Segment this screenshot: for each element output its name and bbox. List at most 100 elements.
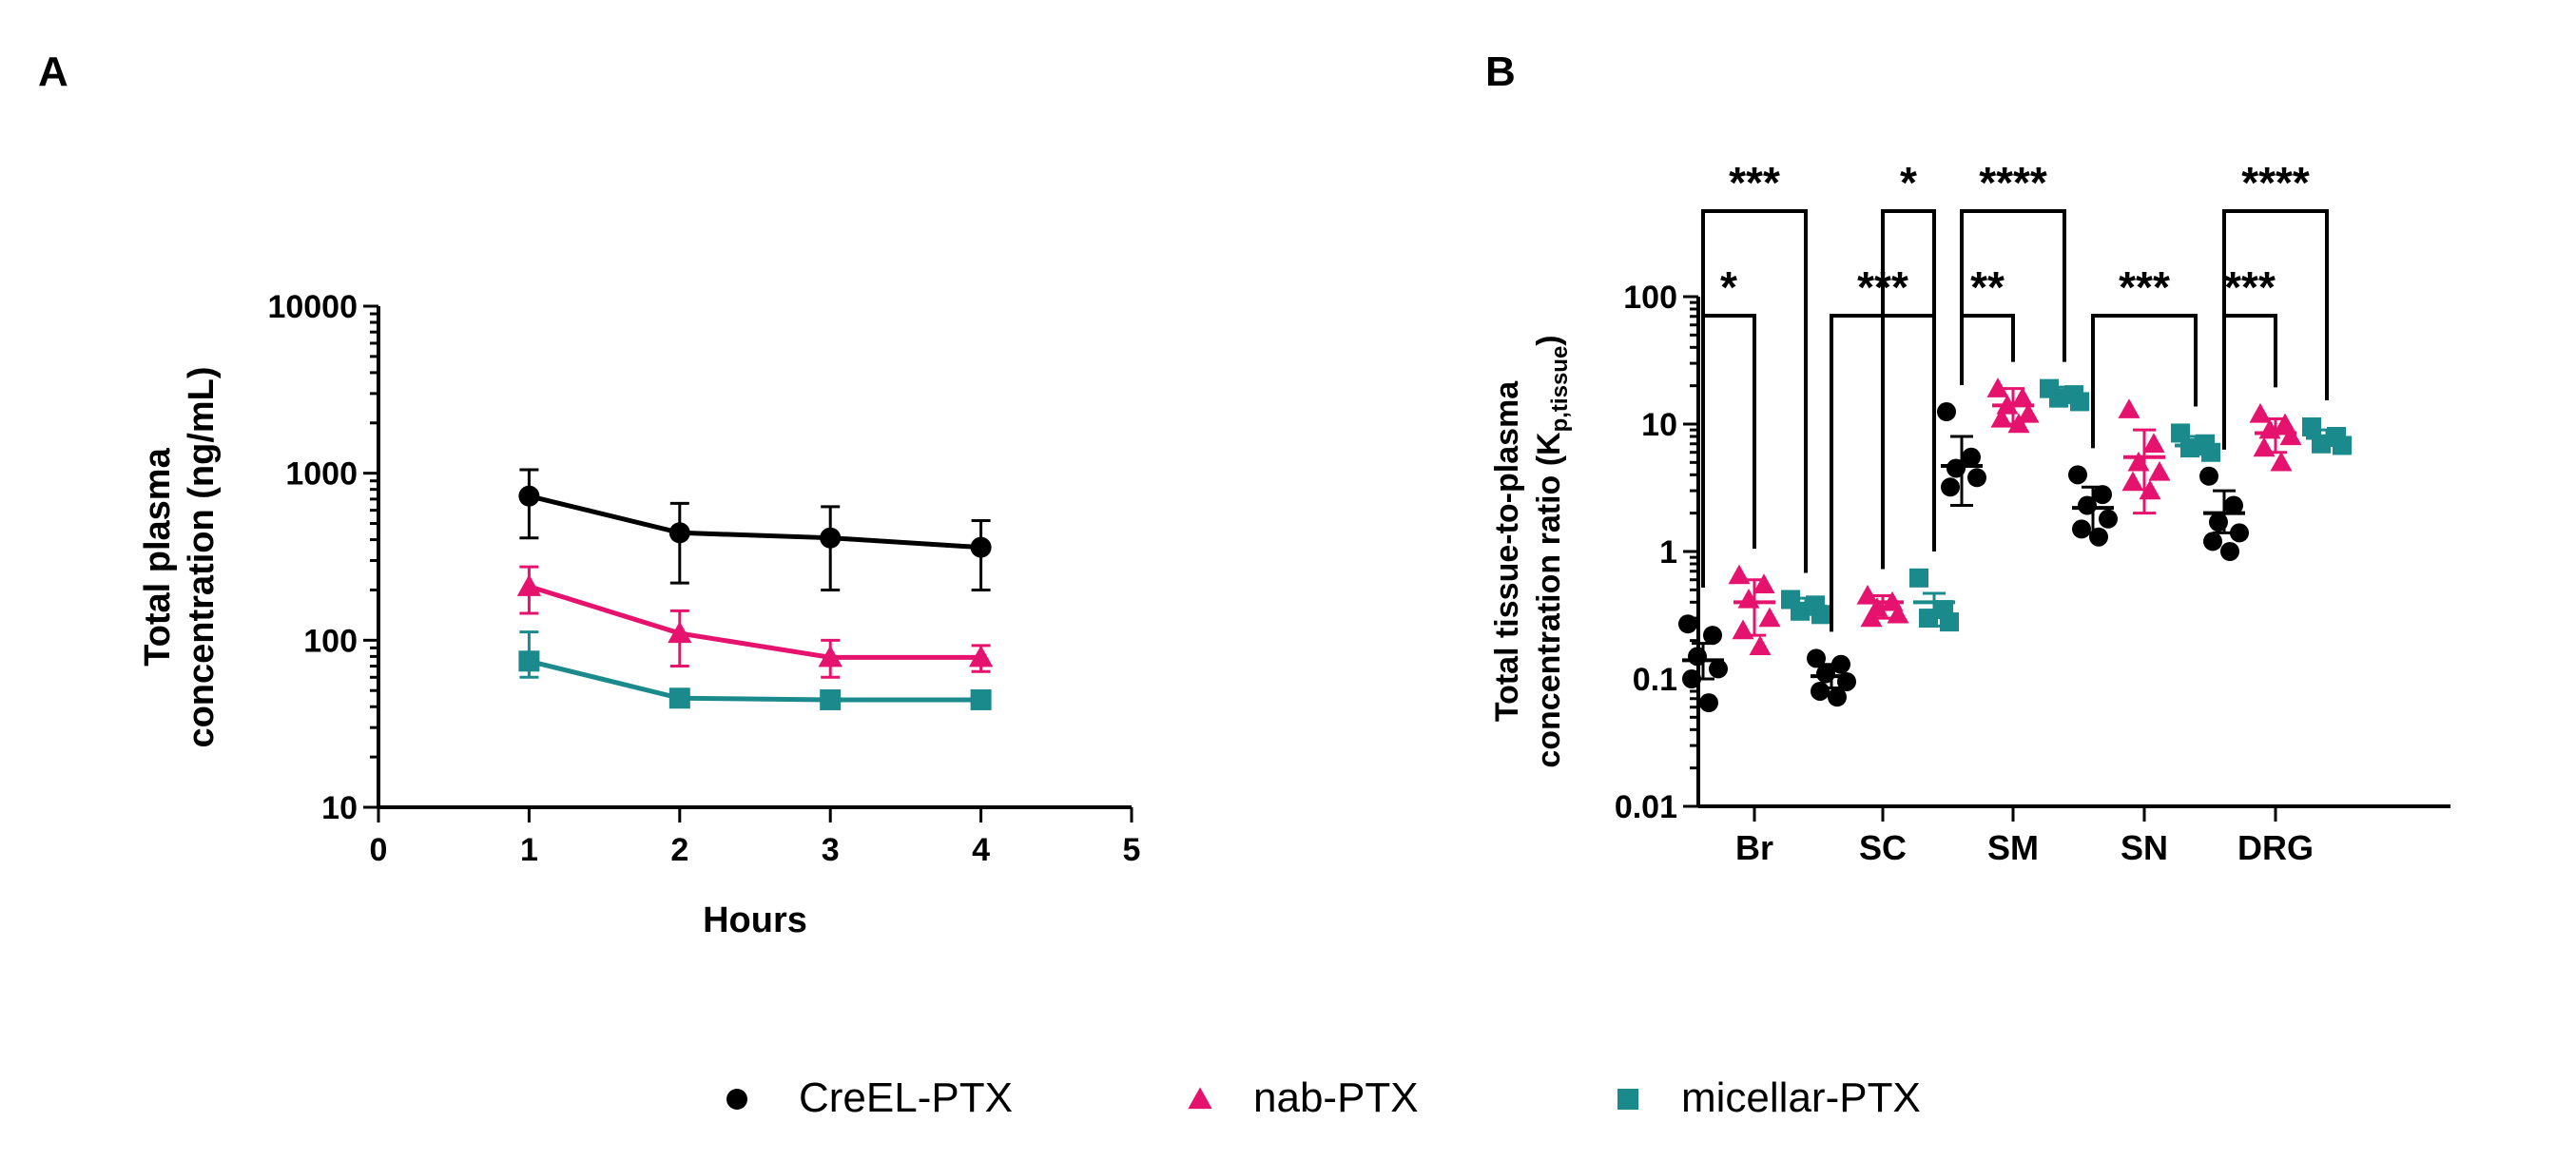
panel-a-series-line: [528, 493, 981, 551]
panel-b-error-bar: [1871, 593, 1894, 620]
panel-a-y-tick-label: 100: [303, 623, 358, 659]
panel-b-data-point: [2230, 523, 2249, 543]
panel-b-series-square: [1781, 378, 2352, 632]
panel-b-significance-stars: *: [1720, 262, 1737, 312]
panel-b-x-tick-label: SM: [1987, 828, 2039, 867]
panel-a-data-point: [668, 621, 692, 644]
legend-label: nab-PTX: [1253, 1074, 1419, 1121]
panel-a-data-point: [518, 650, 540, 672]
panel-b-x-tick-label: SN: [2121, 828, 2168, 867]
panel-b-significance-bracket: **: [1960, 262, 2015, 386]
legend-marker-triangle: [1188, 1087, 1212, 1110]
panel-a-y-tick-label: 10: [321, 790, 358, 826]
panel-b-error-bar: [1923, 591, 1946, 628]
panel-a-data-point: [820, 527, 842, 549]
legend-marker-circle: [726, 1089, 747, 1110]
panel-b-data-point: [1967, 468, 1986, 488]
panel-b-data-point: [1703, 626, 1722, 646]
panel-b-scatter-chart: 0.01 0.1 1 10 100 Br SC SM SN DRG Total tissue-to-…: [1489, 158, 2450, 867]
panel-b-significance-bracket: ****: [2222, 158, 2329, 450]
legend-label: micellar-PTX: [1681, 1074, 1921, 1121]
legend-label: CreEL-PTX: [799, 1074, 1013, 1121]
panel-b-significance-bracket-line: [1881, 209, 1936, 570]
panel-b-error-bar: [2082, 485, 2104, 534]
panel-b-letter: B: [1485, 48, 1516, 95]
panel-a-y-axis-title-line: Total plasma: [138, 447, 178, 666]
panel-b-data-point: [1937, 402, 1956, 422]
panel-b-data-point: [1749, 635, 1772, 655]
panel-b-y-tick-label: 1: [1659, 534, 1677, 571]
panel-b-data-point: [2333, 435, 2352, 455]
panel-b-data-point: [1709, 659, 1728, 679]
panel-b-data-point: [1699, 693, 1718, 713]
panel-a-series-triangle: [516, 565, 994, 679]
panel-a-y-axis-title-line: concentration (ng/mL): [182, 366, 222, 747]
legend-marker-square: [1617, 1089, 1638, 1110]
panel-a-letter: A: [38, 48, 68, 95]
panel-b-data-point: [1678, 614, 1697, 634]
panel-b-significance-stars: ***: [2224, 262, 2276, 312]
panel-b-significance-bracket-line: [2222, 209, 2329, 450]
panel-b-significance-bracket-line: [1701, 209, 1808, 588]
panel-b-significance-bracket: *: [1701, 262, 1756, 588]
panel-b-data-point: [1986, 377, 2009, 397]
panel-b-y-axis-title-subscript: p,tissue: [1547, 346, 1573, 433]
legend-item: micellar-PTX: [1617, 1074, 1921, 1121]
panel-a-x-tick-label: 1: [520, 832, 538, 868]
panel-a-y-axis-title: Total plasma concentration (ng/mL): [138, 366, 222, 747]
panel-b-data-point: [2224, 495, 2243, 515]
panel-a-y-tick-label: 10000: [267, 289, 358, 325]
panel-a-data-point: [818, 645, 843, 668]
panel-b-significance-bracket-line: [1701, 314, 1756, 588]
panel-b-data-point: [1811, 681, 1830, 701]
panel-a-x-tick-label: 4: [972, 832, 990, 868]
panel-b-data-point: [1811, 605, 1830, 625]
panel-a-data-point: [516, 574, 542, 596]
panel-b-data-point: [2068, 465, 2087, 485]
panel-a-x-tick-label: 0: [370, 832, 388, 868]
panel-a-y-tick-label: 1000: [285, 456, 358, 493]
panel-a-data-point: [970, 688, 992, 710]
panel-b-data-point: [2199, 466, 2218, 486]
panel-b-data-point: [1909, 568, 1928, 588]
panel-b-data-point: [2302, 416, 2321, 436]
legend: CreEL-PTX nab-PTX micellar-PTX: [726, 1074, 1921, 1121]
panel-b-data-point: [1940, 612, 1959, 632]
panel-b-data-point: [2118, 398, 2140, 418]
legend-item: CreEL-PTX: [726, 1074, 1013, 1121]
panel-a-data-point: [820, 688, 842, 710]
panel-b-error-bar: [1950, 435, 1973, 508]
panel-a-series-line: [528, 658, 981, 703]
panel-b-data-point: [1856, 584, 1879, 605]
panel-b-y-tick-label: 0.1: [1633, 662, 1677, 698]
panel-b-significance-stars: *: [1900, 158, 1917, 207]
panel-b-significance-bracket: ***: [2091, 262, 2198, 449]
panel-b-data-point: [2127, 451, 2150, 472]
panel-b-y-axis-title: Total tissue-to-plasma concentration rati…: [1489, 335, 1573, 767]
panel-b-data-point: [2017, 402, 2040, 423]
panel-b-data-point: [2070, 392, 2089, 412]
panel-a-x-tick-label: 2: [670, 832, 688, 868]
panel-b-x-tick-label: SC: [1859, 828, 1907, 867]
panel-a-x-axis-title: Hours: [703, 900, 807, 940]
panel-a-data-point: [668, 687, 690, 709]
panel-b-y-tick-label: 100: [1623, 280, 1677, 316]
panel-a-x-tick-label: 3: [822, 832, 840, 868]
panel-b-data-point: [2270, 451, 2293, 472]
panel-b-significance-bracket: ***: [1701, 158, 1808, 588]
panel-a-data-point: [518, 485, 540, 507]
panel-b-data-point: [2099, 509, 2118, 529]
panel-b-data-point: [2093, 485, 2112, 505]
panel-b-significance-bracket: ****: [1960, 158, 2066, 386]
panel-b-significance-stars: ***: [2119, 262, 2170, 312]
panel-b-significance-bracket-line: [1960, 314, 2015, 386]
panel-b-x-tick-label: DRG: [2237, 828, 2314, 867]
panel-b-error-bar: [1743, 578, 1766, 637]
panel-b-data-point: [1828, 687, 1847, 707]
panel-b-data-point: [2011, 387, 2034, 407]
panel-b-y-tick-label: 10: [1641, 407, 1677, 443]
panel-a-data-point: [970, 536, 992, 558]
panel-b-y-tick-label: 0.01: [1615, 789, 1677, 825]
panel-b-significance-stars: ****: [2241, 158, 2310, 207]
